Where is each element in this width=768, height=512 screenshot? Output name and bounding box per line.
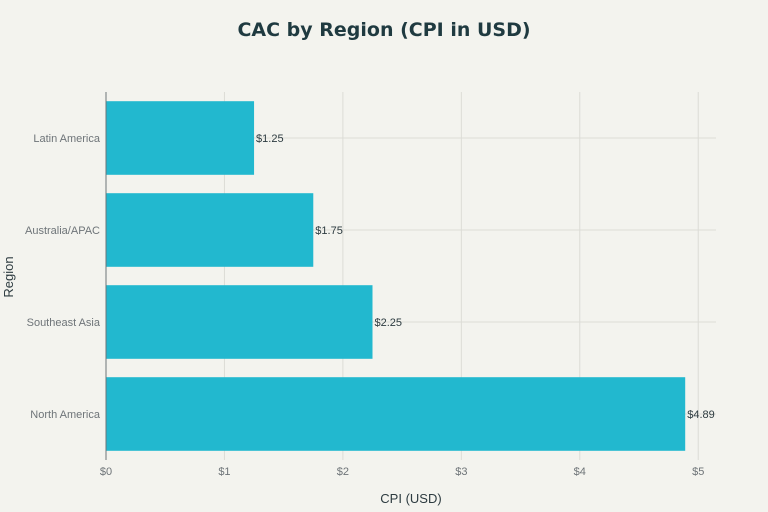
x-tick-label: $5: [692, 466, 704, 478]
y-axis-title: Region: [1, 256, 16, 297]
bar-australia-apac: [106, 193, 314, 267]
data-labels: $1.25 $1.75 $2.25 $4.89: [256, 133, 715, 421]
y-tick-label: Latin America: [33, 133, 101, 145]
x-axis-ticks: $0 $1 $2 $3 $4 $5: [100, 466, 704, 478]
x-tick-label: $3: [455, 466, 467, 478]
y-tick-label: North America: [30, 409, 101, 421]
x-tick-label: $1: [218, 466, 230, 478]
y-axis-ticks: Latin America Australia/APAC Southeast Asi…: [25, 133, 101, 421]
bar-value-label: $2.25: [375, 317, 403, 329]
y-tick-label: Australia/APAC: [25, 225, 100, 237]
bar-value-label: $1.25: [256, 133, 284, 145]
x-tick-label: $4: [574, 466, 586, 478]
y-tick-label: Southeast Asia: [27, 317, 101, 329]
x-tick-label: $2: [337, 466, 349, 478]
bar-north-america: [106, 377, 686, 451]
chart-title: CAC by Region (CPI in USD): [237, 19, 530, 41]
bars: [106, 101, 686, 451]
bar-value-label: $1.75: [315, 225, 343, 237]
bar-latin-america: [106, 101, 255, 175]
bar-southeast-asia: [106, 285, 373, 359]
bar-value-label: $4.89: [687, 409, 715, 421]
x-tick-label: $0: [100, 466, 112, 478]
x-axis-title: CPI (USD): [380, 491, 441, 506]
